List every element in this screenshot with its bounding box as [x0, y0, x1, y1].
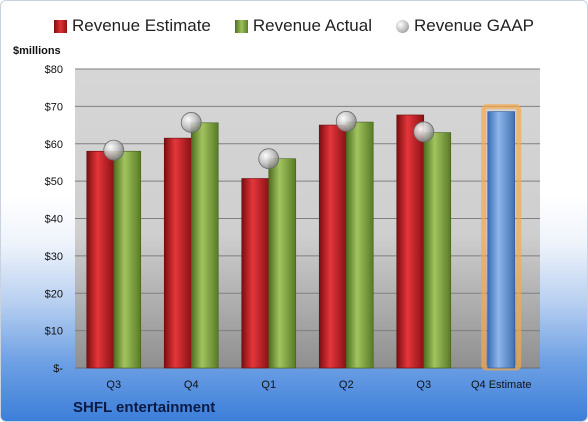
x-tick-label: Q4 Estimate	[471, 379, 532, 391]
y-axis-unit-label: $millions	[13, 45, 61, 57]
legend-swatch-revenue-gaap	[395, 19, 409, 33]
legend-item-revenue-actual: Revenue Actual	[234, 16, 372, 36]
x-tick-label: Q1	[261, 379, 276, 391]
marker-revenue-gaap	[335, 110, 357, 132]
y-tick-label: $70	[45, 101, 63, 113]
marker-revenue-gaap	[258, 148, 280, 170]
bar-revenue-actual	[190, 122, 219, 369]
legend-swatch-revenue-actual	[234, 19, 248, 33]
bar-revenue-estimate	[86, 150, 115, 369]
chart-footer-title: SHFL entertainment	[73, 399, 216, 416]
bar-revenue-actual	[268, 158, 297, 369]
legend-item-revenue-estimate: Revenue Estimate	[53, 16, 211, 36]
legend-label-revenue-actual: Revenue Actual	[252, 16, 372, 35]
legend-swatch-revenue-estimate	[53, 19, 67, 33]
bar-revenue-estimate	[241, 178, 270, 369]
bar-revenue-estimate	[163, 137, 192, 369]
x-tick-label: Q2	[339, 379, 354, 391]
y-tick-label: $-	[53, 363, 63, 375]
y-tick-label: $50	[45, 176, 63, 188]
x-tick-label: Q4	[184, 379, 199, 391]
bar-q4-estimate	[487, 111, 516, 369]
y-tick-label: $10	[45, 326, 63, 338]
y-tick-label: $20	[45, 288, 63, 300]
x-tick-label: Q3	[416, 379, 431, 391]
y-tick-label: $60	[45, 139, 63, 151]
marker-revenue-gaap	[413, 121, 435, 143]
y-tick-label: $80	[45, 64, 63, 76]
legend-label-revenue-estimate: Revenue Estimate	[71, 16, 211, 35]
legend-item-revenue-gaap: Revenue GAAP	[395, 16, 534, 36]
marker-revenue-gaap	[103, 139, 125, 161]
legend-label-revenue-gaap: Revenue GAAP	[413, 16, 534, 35]
chart-legend: Revenue Estimate Revenue Actual Revenue …	[1, 16, 587, 36]
bar-revenue-estimate	[318, 124, 347, 369]
bar-revenue-estimate	[396, 114, 425, 369]
bar-revenue-actual	[113, 150, 142, 369]
marker-revenue-gaap	[180, 112, 202, 133]
bar-revenue-actual	[423, 132, 452, 369]
y-tick-label: $40	[45, 214, 63, 226]
x-tick-label: Q3	[106, 379, 121, 391]
y-tick-label: $30	[45, 251, 63, 263]
bar-revenue-actual	[345, 121, 374, 369]
